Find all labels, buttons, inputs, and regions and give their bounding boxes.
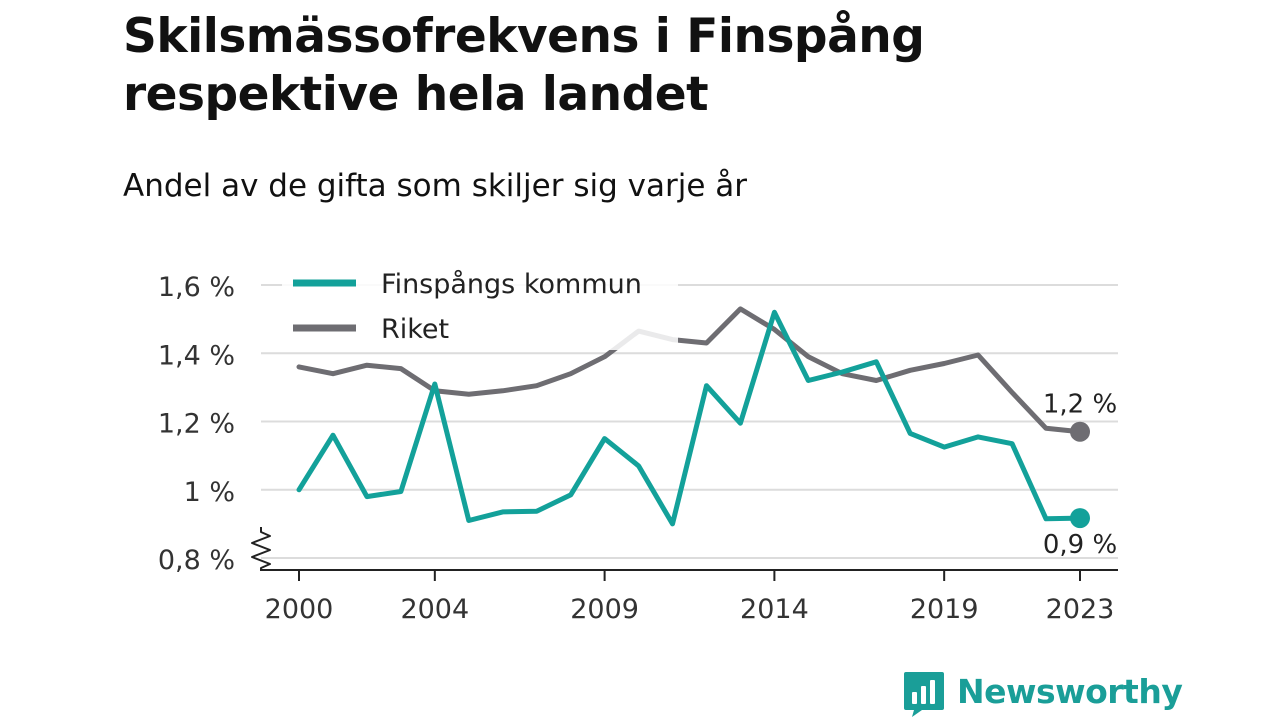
x-tick-label: 2023	[1046, 594, 1115, 625]
x-axis-ticks: 2000 2004 2009 2014 2019 2023	[265, 570, 1115, 625]
end-marker-finspang	[1070, 508, 1090, 529]
newsworthy-logo: Newsworthy	[900, 668, 1183, 718]
legend-label-finspang: Finspångs kommun	[381, 269, 642, 300]
series-line-finspang	[296, 309, 1083, 527]
y-tick-label: 1 %	[184, 477, 235, 508]
y-tick-label: 0,8 %	[158, 545, 235, 576]
y-tick-label: 1,2 %	[158, 409, 235, 440]
chart-subtitle: Andel av de gifta som skiljer sig varje …	[123, 168, 747, 204]
y-tick-label: 1,6 %	[158, 272, 235, 303]
end-value-label-finspang: 0,9 %	[1043, 530, 1117, 560]
end-value-label-riket: 1,2 %	[1043, 390, 1117, 420]
x-tick-label: 2004	[400, 594, 469, 625]
y-tick-label: 1,4 %	[158, 340, 235, 371]
axis-break-icon	[251, 527, 271, 571]
chart-title: Skilsmässofrekvens i Finspång respektive…	[123, 9, 925, 122]
newsworthy-logo-icon	[904, 672, 944, 717]
series-line-riket	[296, 306, 1083, 435]
end-markers	[1070, 421, 1090, 529]
legend-background	[282, 262, 678, 350]
x-tick-label: 2000	[265, 594, 334, 625]
brand-name: Newsworthy	[957, 672, 1183, 711]
x-tick-label: 2014	[740, 594, 809, 625]
x-axis	[251, 527, 1118, 571]
end-marker-riket	[1070, 421, 1090, 442]
y-axis-ticks: 0,8 % 1 % 1,2 % 1,4 % 1,6 %	[158, 272, 235, 576]
x-tick-label: 2019	[910, 594, 979, 625]
legend: Finspångs kommun Riket	[282, 262, 678, 350]
x-tick-label: 2009	[570, 594, 639, 625]
legend-label-riket: Riket	[381, 314, 449, 345]
series-lines	[296, 306, 1083, 527]
